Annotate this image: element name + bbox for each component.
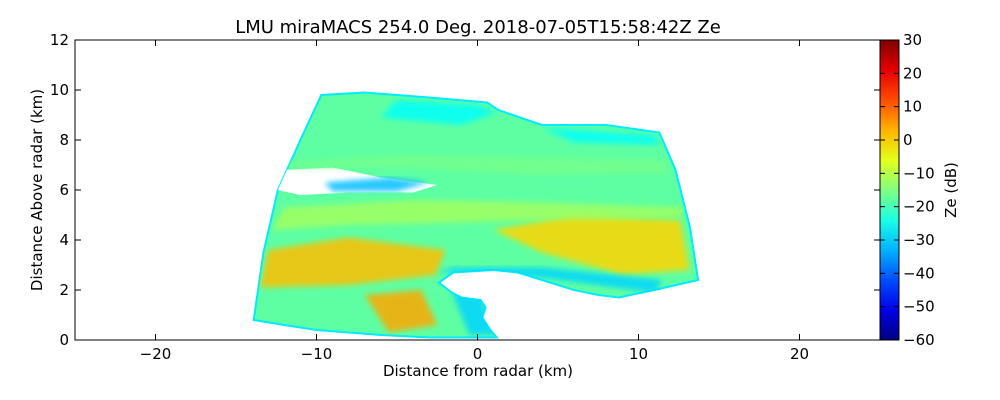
- x-tick-label: −20: [140, 345, 172, 363]
- y-tick-label: 10: [50, 81, 69, 99]
- y-tick-label: 4: [59, 231, 69, 249]
- echo-band: [364, 290, 438, 333]
- y-axis: 0 2 4 6 8 10 12: [50, 31, 880, 349]
- colorbar-tick-label: −10: [903, 164, 935, 182]
- x-axis-label: Distance from radar (km): [383, 362, 573, 380]
- echo-band: [324, 177, 430, 192]
- echo-band: [260, 237, 446, 288]
- x-tick-label: −10: [301, 345, 333, 363]
- echo-band: [281, 155, 668, 175]
- x-tick-label: 20: [790, 345, 809, 363]
- echo-band: [380, 100, 497, 125]
- x-tick-label: 10: [629, 345, 648, 363]
- y-tick-label: 12: [50, 31, 69, 49]
- colorbar-tick-label: −40: [903, 264, 935, 282]
- colorbar-tick-label: −60: [903, 331, 935, 349]
- echo-band: [493, 215, 690, 275]
- colorbar-tick-label: 10: [903, 98, 922, 116]
- colorbar-tick-label: −30: [903, 231, 935, 249]
- colorbar-tick-label: 0: [903, 131, 913, 149]
- colorbar-tick-label: −20: [903, 198, 935, 216]
- echo-band: [451, 292, 496, 335]
- colorbar-tick-label: −50: [903, 298, 935, 316]
- echo-band: [271, 200, 684, 230]
- colorbar-label: Ze (dB): [942, 162, 960, 218]
- colorbar-tick-label: 20: [903, 64, 922, 82]
- y-tick-label: 6: [59, 181, 69, 199]
- echo-band: [541, 127, 661, 145]
- x-axis: −20 −10 0 10 20: [140, 40, 809, 363]
- y-tick-label: 0: [59, 331, 69, 349]
- y-tick-label: 2: [59, 281, 69, 299]
- colorbar-gradient: [879, 39, 900, 341]
- y-axis-label: Distance Above radar (km): [28, 89, 46, 291]
- colorbar-tick-label: 30: [903, 31, 922, 49]
- x-tick-label: 0: [473, 345, 483, 363]
- colorbar: 30 20 10 0 −10 −20 −30 −40 −50 −60: [879, 31, 935, 349]
- y-tick-label: 8: [59, 131, 69, 149]
- chart-title: LMU miraMACS 254.0 Deg. 2018-07-05T15:58…: [235, 17, 721, 38]
- echo-features: [260, 100, 690, 335]
- plot-area: [74, 39, 881, 341]
